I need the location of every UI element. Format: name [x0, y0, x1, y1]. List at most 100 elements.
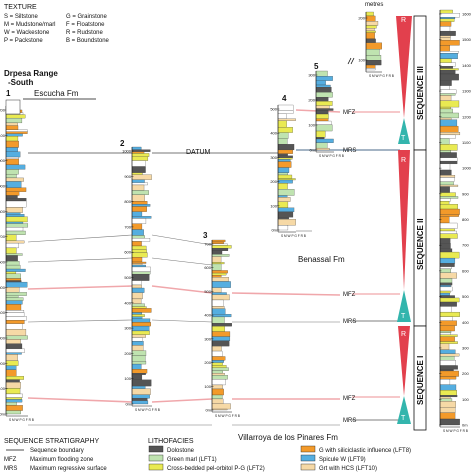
- bed-s1: [5, 227, 24, 232]
- bed-s2: [131, 280, 142, 286]
- bed-s4: [277, 144, 295, 151]
- sequence-legend-symbol: MFZ: [4, 457, 17, 463]
- bed-s5: [315, 92, 333, 98]
- bed-s6: [365, 42, 382, 50]
- bed-s7: [439, 395, 458, 398]
- bed-s7: [439, 117, 452, 120]
- bed-s7: [439, 266, 452, 270]
- bed-s3: [211, 326, 225, 332]
- bed-s4: [277, 174, 293, 179]
- bed-s2: [131, 373, 146, 375]
- mfz-correlation-line: [231, 292, 341, 296]
- bed-s2: [131, 325, 150, 332]
- correlation-line: [151, 257, 213, 266]
- bed-s7: [439, 66, 453, 69]
- bed-s1: [5, 360, 19, 366]
- bed-s4: [277, 225, 289, 231]
- bed-s4: [277, 217, 289, 220]
- bed-s7: [439, 35, 451, 38]
- depth-tick-label: 300: [0, 336, 6, 341]
- bed-s7: [439, 18, 455, 22]
- bed-s2: [131, 245, 147, 250]
- bed-s3: [211, 394, 223, 400]
- bed-s2: [131, 388, 151, 395]
- seq1-regressive-triangle: [398, 326, 410, 396]
- bed-s7: [439, 285, 451, 288]
- bed-s5: [315, 97, 329, 102]
- bed-s7: [439, 376, 457, 380]
- bed-s2: [131, 303, 145, 307]
- section-break-mark: [347, 57, 355, 65]
- bed-s7: [439, 150, 452, 153]
- bed-s1: [5, 397, 22, 400]
- bed-s3: [211, 373, 225, 376]
- bed-s2: [131, 361, 147, 365]
- bed-s4: [277, 161, 292, 168]
- formation-benassal: Benassal Fm: [298, 255, 345, 264]
- sequence-iii-label: SEQUENCE III: [416, 66, 425, 120]
- bed-s1: [5, 117, 23, 124]
- depth-tick-label: 900: [462, 191, 469, 196]
- lithofacies-item: Cross-bedded pel-orbitol P-G (LFT2): [167, 466, 265, 472]
- bed-s7: [439, 216, 450, 224]
- texture-item: B = Boundstone: [66, 38, 110, 44]
- bed-s7: [439, 144, 458, 151]
- bed-s6: [365, 11, 374, 17]
- bed-s1: [5, 207, 23, 213]
- bed-s6: [365, 55, 382, 61]
- bed-s4: [277, 183, 288, 190]
- formation-villarroya: Villarroya de los Pinares Fm: [238, 433, 338, 442]
- bed-s4: [277, 219, 296, 226]
- bed-s3: [211, 262, 225, 265]
- bed-s1: [5, 297, 24, 301]
- bed-s2: [131, 363, 142, 370]
- bed-s2: [131, 204, 151, 207]
- depth-tick-label: 900: [124, 174, 131, 179]
- depth-tick-label: 200: [462, 371, 469, 376]
- bed-s1: [5, 216, 28, 223]
- bed-s5: [315, 84, 331, 88]
- bed-s7: [439, 263, 455, 267]
- depth-tick-label: 800: [462, 217, 469, 222]
- bed-s4: [277, 167, 290, 173]
- depth-tick-label: 600: [204, 265, 211, 270]
- bed-s3: [211, 384, 223, 390]
- bed-s1: [5, 376, 24, 380]
- bed-s7: [439, 186, 450, 193]
- bed-s3: [211, 275, 222, 278]
- bed-s7: [439, 208, 460, 215]
- bed-s1: [5, 287, 20, 293]
- bed-s7: [439, 160, 458, 165]
- bed-s7: [439, 26, 451, 32]
- bed-s2: [131, 298, 142, 304]
- dolostone-swatch: [148, 445, 164, 453]
- bed-s2: [131, 385, 146, 389]
- bed-s1: [5, 140, 19, 148]
- bed-s1: [5, 131, 28, 134]
- depth-tick-label: 1200: [0, 108, 6, 113]
- bed-s2: [131, 369, 148, 374]
- bed-s7: [439, 334, 458, 337]
- bed-s1: [5, 268, 26, 272]
- bed-s7: [439, 163, 451, 171]
- bed-s2: [131, 264, 146, 268]
- bed-s4: [277, 127, 293, 133]
- seq1-transgressive-triangle: [397, 396, 411, 424]
- depth-tick-label: 1400: [462, 63, 472, 68]
- bed-s5: [315, 105, 330, 109]
- depth-tick-label: 400: [124, 300, 131, 305]
- bed-s7: [439, 301, 457, 307]
- bed-s1: [5, 393, 23, 398]
- correlation-line: [27, 319, 133, 323]
- depth-tick-label: 300: [204, 336, 211, 341]
- depth-tick-label: 700: [462, 243, 469, 248]
- bed-s7: [439, 37, 451, 41]
- bed-s4: [277, 172, 288, 176]
- depth-tick-label: 100: [358, 58, 365, 63]
- bed-s4: [277, 157, 293, 160]
- depth-tick-label: 1100: [462, 140, 471, 145]
- depth-tick-label: 500: [0, 285, 6, 290]
- mfz-label-lower: MFZ: [343, 396, 356, 402]
- bed-s2: [131, 398, 148, 401]
- texture-axis-letters: S M W P G F R B: [215, 414, 240, 418]
